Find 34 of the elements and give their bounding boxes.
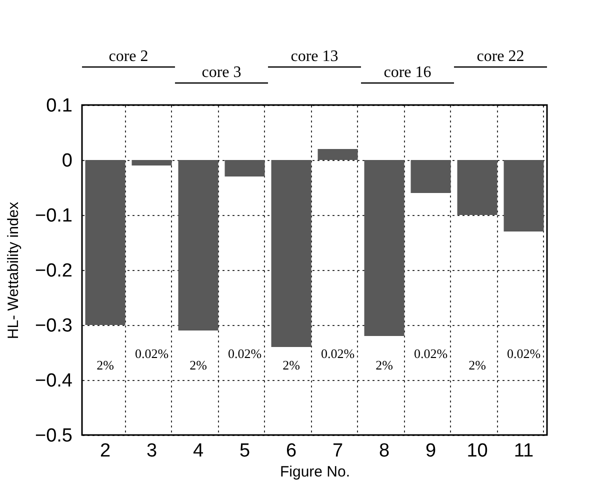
annotation: 0.02% — [320, 346, 355, 362]
text: core 2 — [108, 48, 148, 65]
annotation: 2% — [468, 358, 486, 373]
annotation: 2% — [376, 358, 394, 373]
annotation: 2% — [282, 358, 300, 373]
annotation: 0.02% — [228, 346, 262, 362]
y-axis-title: HL- Wettability index — [4, 201, 22, 340]
x-tick-label: 4 — [192, 440, 204, 462]
annotation: 0.02% — [134, 346, 169, 362]
x-tick-label: 6 — [286, 440, 297, 462]
annotation: 0.02% — [506, 346, 541, 362]
text: core 3 — [202, 64, 242, 81]
annotation: 2% — [96, 358, 114, 373]
y-tick-label: −0.1 — [34, 206, 72, 226]
x-tick-label: 2 — [100, 440, 111, 462]
y-tick-label: −0.5 — [34, 426, 72, 446]
x-tick-label: 7 — [332, 440, 344, 462]
x-tick-label: 11 — [514, 440, 534, 462]
text: core 22 — [476, 48, 524, 65]
annotation: 2% — [190, 358, 208, 373]
x-tick-label: 8 — [378, 440, 390, 462]
y-tick-label: −0.2 — [34, 260, 72, 282]
text: core 16 — [384, 64, 432, 81]
text: core 13 — [290, 48, 338, 65]
y-tick-label: 0 — [62, 150, 72, 172]
x-axis-title: Figure No. — [280, 464, 350, 480]
x-tick-label: 3 — [146, 440, 158, 462]
x-tick-label: 5 — [239, 440, 250, 462]
y-tick-label: −0.4 — [34, 370, 73, 392]
annotation: 0.02% — [414, 346, 448, 362]
x-tick-label: 9 — [425, 440, 436, 462]
y-tick-label: −0.3 — [34, 316, 72, 336]
x-tick-label: 10 — [466, 440, 488, 462]
y-tick-label: 0.1 — [46, 96, 72, 116]
